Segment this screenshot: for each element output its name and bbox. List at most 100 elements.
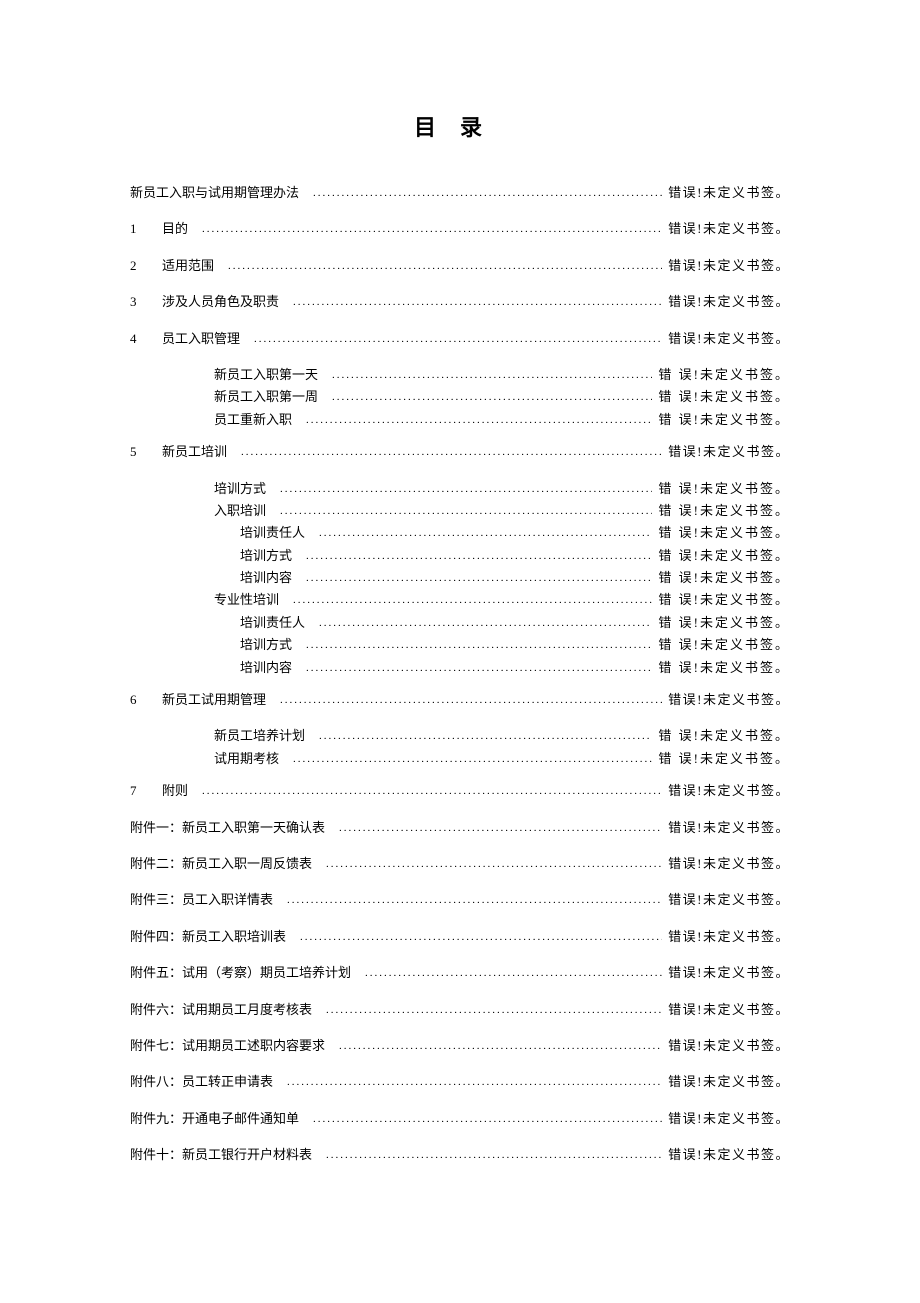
toc-leader: ........................................… (332, 390, 652, 405)
toc-row: 试用期考核...................................… (130, 750, 790, 768)
toc-gap (130, 772, 790, 782)
toc-label: 培训责任人 (240, 524, 305, 542)
toc-leader: ........................................… (306, 549, 652, 564)
toc-row: 新员工培养计划.................................… (130, 727, 790, 745)
toc-row: 2适用范围...................................… (130, 257, 790, 275)
toc-label: 新员工试用期管理 (162, 691, 266, 709)
toc-leader: ........................................… (300, 930, 662, 945)
toc-leader: ........................................… (293, 295, 662, 310)
toc-leader: ........................................… (313, 186, 662, 201)
toc-number: 6 (130, 691, 162, 709)
toc-label: 培训责任人 (240, 614, 305, 632)
toc-label: 新员工入职第一周 (214, 388, 318, 406)
table-of-contents: 新员工入职与试用期管理办法...........................… (130, 184, 790, 1165)
toc-label: 附件六：试用期员工月度考核表 (130, 1001, 312, 1019)
toc-row: 6新员工试用期管理...............................… (130, 691, 790, 709)
toc-leader: ........................................… (326, 1003, 662, 1018)
toc-row: 附件三：员工入职详情表.............................… (130, 891, 790, 909)
toc-number: 4 (130, 330, 162, 348)
toc-leader: ........................................… (339, 821, 662, 836)
toc-row: 附件五：试用（考察）期员工培养计划.......................… (130, 964, 790, 982)
toc-page-ref: 错误!未定义书签。 (662, 293, 790, 311)
toc-page-ref: 错误!未定义书签。 (662, 184, 790, 202)
toc-label: 附件四：新员工入职培训表 (130, 928, 286, 946)
toc-row: 1目的.....................................… (130, 220, 790, 238)
toc-row: 5新员工培训..................................… (130, 443, 790, 461)
toc-leader: ........................................… (293, 593, 652, 608)
toc-row: 培训责任人...................................… (130, 614, 790, 632)
toc-label: 新员工入职与试用期管理办法 (130, 184, 299, 202)
toc-leader: ........................................… (313, 1112, 662, 1127)
toc-leader: ........................................… (280, 504, 652, 519)
toc-leader: ........................................… (365, 966, 662, 981)
toc-label: 新员工培养计划 (214, 727, 305, 745)
toc-row: 附件二：新员工入职一周反馈表..........................… (130, 855, 790, 873)
toc-row: 附件九：开通电子邮件通知单...........................… (130, 1110, 790, 1128)
toc-label: 培训内容 (240, 569, 292, 587)
toc-page-ref: 错 误!未定义书签。 (652, 750, 790, 768)
toc-page-ref: 错 误!未定义书签。 (652, 636, 790, 654)
toc-row: 培训内容....................................… (130, 569, 790, 587)
toc-page-ref: 错 误!未定义书签。 (652, 502, 790, 520)
toc-page-ref: 错 误!未定义书签。 (652, 411, 790, 429)
toc-leader: ........................................… (287, 893, 662, 908)
toc-label: 培训方式 (214, 480, 266, 498)
toc-leader: ........................................… (306, 571, 652, 586)
toc-row: 专业性培训...................................… (130, 591, 790, 609)
toc-label: 培训内容 (240, 659, 292, 677)
toc-leader: ........................................… (306, 661, 652, 676)
toc-page-ref: 错 误!未定义书签。 (652, 591, 790, 609)
toc-number: 7 (130, 782, 162, 800)
toc-label: 培训方式 (240, 636, 292, 654)
toc-number: 1 (130, 220, 162, 238)
toc-label: 附件一：新员工入职第一天确认表 (130, 819, 325, 837)
toc-leader: ........................................… (306, 638, 652, 653)
toc-leader: ........................................… (319, 616, 652, 631)
toc-row: 3涉及人员角色及职责..............................… (130, 293, 790, 311)
toc-label: 目的 (162, 220, 188, 238)
toc-leader: ........................................… (326, 1148, 662, 1163)
toc-label: 附件三：员工入职详情表 (130, 891, 273, 909)
toc-page-ref: 错 误!未定义书签。 (652, 569, 790, 587)
toc-page-ref: 错 误!未定义书签。 (652, 727, 790, 745)
toc-page-ref: 错误!未定义书签。 (662, 819, 790, 837)
toc-page-ref: 错 误!未定义书签。 (652, 524, 790, 542)
toc-row: 新员工入职第一周................................… (130, 388, 790, 406)
toc-row: 员工重新入职..................................… (130, 411, 790, 429)
toc-label: 附件九：开通电子邮件通知单 (130, 1110, 299, 1128)
toc-label: 员工入职管理 (162, 330, 240, 348)
toc-page-ref: 错 误!未定义书签。 (652, 480, 790, 498)
toc-row: 附件六：试用期员工月度考核表..........................… (130, 1001, 790, 1019)
toc-page-ref: 错 误!未定义书签。 (652, 388, 790, 406)
toc-page-ref: 错误!未定义书签。 (662, 928, 790, 946)
toc-leader: ........................................… (339, 1039, 662, 1054)
toc-row: 培训责任人...................................… (130, 524, 790, 542)
toc-label: 员工重新入职 (214, 411, 292, 429)
toc-gap (130, 681, 790, 691)
toc-page-ref: 错误!未定义书签。 (662, 220, 790, 238)
toc-page-ref: 错 误!未定义书签。 (652, 614, 790, 632)
toc-row: 7附则.....................................… (130, 782, 790, 800)
toc-page-ref: 错误!未定义书签。 (662, 691, 790, 709)
toc-label: 附件二：新员工入职一周反馈表 (130, 855, 312, 873)
toc-leader: ........................................… (319, 526, 652, 541)
toc-page-ref: 错误!未定义书签。 (662, 891, 790, 909)
toc-row: 附件四：新员工入职培训表............................… (130, 928, 790, 946)
toc-page-ref: 错误!未定义书签。 (662, 1037, 790, 1055)
toc-label: 新员工入职第一天 (214, 366, 318, 384)
toc-leader: ........................................… (319, 729, 652, 744)
toc-row: 培训方式....................................… (130, 547, 790, 565)
page-title: 目录 (130, 110, 790, 142)
toc-row: 新员工入职与试用期管理办法...........................… (130, 184, 790, 202)
toc-leader: ........................................… (326, 857, 662, 872)
toc-page-ref: 错 误!未定义书签。 (652, 366, 790, 384)
toc-row: 培训方式....................................… (130, 636, 790, 654)
toc-page-ref: 错误!未定义书签。 (662, 1073, 790, 1091)
toc-leader: ........................................… (202, 784, 662, 799)
toc-label: 试用期考核 (214, 750, 279, 768)
toc-row: 新员工入职第一天................................… (130, 366, 790, 384)
toc-leader: ........................................… (202, 222, 662, 237)
toc-page-ref: 错误!未定义书签。 (662, 1110, 790, 1128)
toc-label: 涉及人员角色及职责 (162, 293, 279, 311)
toc-label: 附则 (162, 782, 188, 800)
